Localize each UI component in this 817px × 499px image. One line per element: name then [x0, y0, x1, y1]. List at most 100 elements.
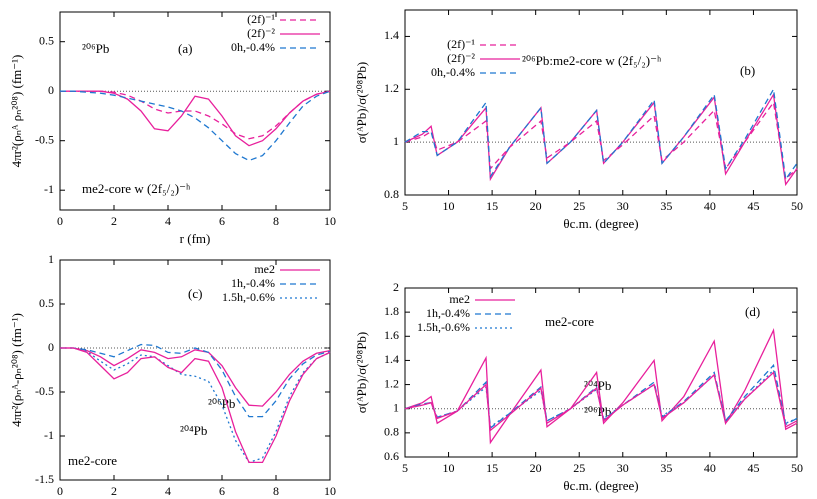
y-tick-label: 1.8 — [384, 304, 399, 318]
annotation: ²⁰⁶Pb:me2-core w (2f₅/₂)⁻ʰ — [522, 53, 661, 68]
y-tick-label: 0.5 — [39, 296, 54, 310]
x-tick-label: 8 — [273, 214, 279, 228]
y-tick-label: 0.8 — [384, 187, 399, 201]
x-tick-label: 10 — [443, 199, 455, 213]
x-tick-label: 2 — [111, 484, 117, 498]
y-axis-label: σ(ᴬPb)/σ(²⁰⁸Pb) — [354, 332, 369, 414]
x-tick-label: 35 — [660, 461, 672, 475]
series-line — [60, 347, 331, 464]
x-tick-label: 45 — [747, 199, 759, 213]
x-tick-label: 20 — [530, 199, 542, 213]
series-line — [404, 87, 798, 181]
x-tick-label: 40 — [704, 199, 716, 213]
y-tick-label: -0.5 — [35, 384, 54, 398]
x-tick-label: 5 — [402, 461, 408, 475]
annotation: me2-core — [68, 453, 117, 468]
plot-frame — [59, 259, 331, 481]
series-line — [60, 90, 331, 162]
legend-label: 1.5h,-0.6% — [417, 320, 470, 334]
annotation: ²⁰⁶Pb — [82, 41, 109, 56]
y-tick-label: 1.6 — [384, 328, 399, 342]
x-tick-label: 10 — [443, 461, 455, 475]
series-line — [404, 371, 798, 432]
x-tick-label: 4 — [165, 214, 171, 228]
annotation: ²⁰⁴Pb — [180, 423, 207, 438]
y-axis-label: σ(ᴬPb)/σ(²⁰⁸Pb) — [354, 62, 369, 144]
annotation: ²⁰⁴Pb — [584, 378, 611, 393]
x-tick-label: 2 — [111, 214, 117, 228]
x-tick-label: 15 — [486, 199, 498, 213]
x-tick-label: 6 — [219, 214, 225, 228]
annotation: ²⁰⁶Pb — [584, 404, 611, 419]
y-tick-label: 2 — [393, 280, 399, 294]
x-axis-label: θc.m. (degree) — [563, 478, 638, 493]
x-tick-label: 35 — [660, 199, 672, 213]
y-tick-label: -1 — [44, 182, 54, 196]
y-tick-label: 1.2 — [384, 81, 399, 95]
x-tick-label: 30 — [617, 461, 629, 475]
plot-frame — [59, 11, 331, 211]
plot-frame — [404, 9, 798, 196]
x-tick-label: 15 — [486, 461, 498, 475]
x-tick-label: 4 — [165, 484, 171, 498]
legend-label: (2f)⁻² — [447, 51, 475, 65]
y-tick-label: 0.6 — [384, 449, 399, 463]
legend-label: (2f)⁻¹ — [247, 12, 275, 26]
annotation: me2-core — [545, 314, 594, 329]
y-tick-label: 1.4 — [384, 352, 399, 366]
annotation: (c) — [188, 286, 202, 301]
legend-label: me2 — [449, 292, 470, 306]
x-axis-label: r (fm) — [180, 231, 211, 246]
annotation: (a) — [178, 41, 192, 56]
x-tick-label: 25 — [573, 199, 585, 213]
y-tick-label: 1 — [393, 134, 399, 148]
y-tick-label: 1.2 — [384, 376, 399, 390]
series-line — [60, 347, 331, 464]
legend-label: (2f)⁻² — [247, 26, 275, 40]
x-axis-label: θc.m. (degree) — [563, 216, 638, 231]
annotation: me2-core w (2f₅/₂)⁻ʰ — [82, 181, 190, 196]
x-tick-label: 5 — [402, 199, 408, 213]
x-tick-label: 8 — [273, 484, 279, 498]
x-tick-label: 50 — [791, 461, 803, 475]
x-tick-label: 6 — [219, 484, 225, 498]
y-tick-label: 0.5 — [39, 33, 54, 47]
legend-label: 0h,-0.4% — [431, 65, 475, 79]
plot-frame — [404, 287, 798, 458]
y-tick-label: 0.8 — [384, 425, 399, 439]
y-tick-label: 1 — [48, 252, 54, 266]
x-tick-label: 0 — [57, 484, 63, 498]
x-tick-label: 30 — [617, 199, 629, 213]
series-line — [60, 90, 331, 147]
y-tick-label: -1 — [44, 428, 54, 442]
legend-label: 0h,-0.4% — [231, 40, 275, 54]
y-tick-label: -1.5 — [35, 472, 54, 486]
x-tick-label: 10 — [324, 484, 336, 498]
x-tick-label: 25 — [573, 461, 585, 475]
legend-label: 1h,-0.4% — [426, 306, 470, 320]
legend-label: 1h,-0.4% — [231, 276, 275, 290]
y-axis-label: 4πr²(ρₙᴬ-ρₙ²⁰⁸) (fm⁻¹) — [9, 313, 24, 427]
y-tick-label: 0 — [48, 340, 54, 354]
legend-label: me2 — [254, 262, 275, 276]
y-tick-label: 0 — [48, 83, 54, 97]
x-tick-label: 10 — [324, 214, 336, 228]
y-tick-label: -0.5 — [35, 132, 54, 146]
legend-label: (2f)⁻¹ — [447, 37, 475, 51]
annotation: (d) — [745, 304, 760, 319]
y-axis-label: 4πr²(ρₙᴬ ρₙ²⁰⁸) (fm⁻¹) — [9, 55, 24, 168]
series-line — [60, 347, 331, 407]
series-line — [404, 100, 798, 181]
x-tick-label: 40 — [704, 461, 716, 475]
y-tick-label: 1 — [393, 400, 399, 414]
x-tick-label: 20 — [530, 461, 542, 475]
annotation: (b) — [740, 63, 755, 78]
y-tick-label: 1.4 — [384, 28, 399, 42]
legend-label: 1.5h,-0.6% — [222, 290, 275, 304]
x-tick-label: 0 — [57, 214, 63, 228]
x-tick-label: 50 — [791, 199, 803, 213]
series-line — [60, 343, 331, 418]
x-tick-label: 45 — [747, 461, 759, 475]
series-line — [60, 90, 331, 140]
